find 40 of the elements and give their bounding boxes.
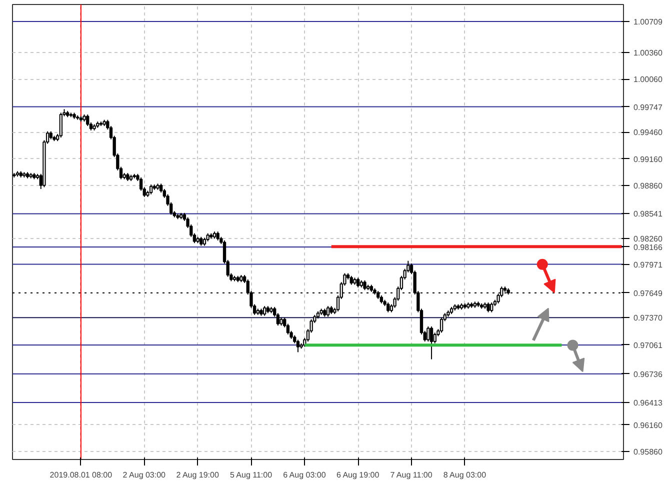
x-tick-label: 2 Aug 03:00 xyxy=(122,470,166,480)
ref-line-label: 0.99747 xyxy=(634,102,663,112)
candlestick xyxy=(326,306,330,318)
candlestick xyxy=(296,339,300,353)
y-tick-label: 0.99460 xyxy=(634,128,663,138)
y-tick-label: 0.99160 xyxy=(634,154,663,164)
x-tick-label: 2019.08.01 08:00 xyxy=(50,470,113,480)
candlestick xyxy=(486,302,490,313)
candlestick xyxy=(86,114,90,127)
ref-line-label: 1.00709 xyxy=(634,17,663,26)
ref-line-label: 0.98166 xyxy=(634,242,663,252)
candlestick xyxy=(363,280,366,291)
ref-line-label: 0.97370 xyxy=(634,314,663,323)
y-tick-label: 0.96160 xyxy=(634,420,663,430)
x-tick-label: 5 Aug 11:00 xyxy=(230,470,273,480)
candlestick xyxy=(426,326,430,342)
y-tick-label: 0.98860 xyxy=(634,181,663,190)
candlestick xyxy=(440,317,444,334)
x-tick-label: 6 Aug 03:00 xyxy=(283,470,326,480)
candlestick xyxy=(430,326,434,360)
ref-line-label: 0.97971 xyxy=(634,260,663,270)
y-tick-label: 1.00360 xyxy=(634,48,663,58)
x-tick-label: 7 Aug 11:00 xyxy=(390,470,433,480)
y-tick-label: 0.95860 xyxy=(634,448,663,457)
ref-line-label: 0.97649 xyxy=(634,288,663,298)
ref-line-label: 0.97061 xyxy=(634,340,663,350)
y-tick-label: 0.98260 xyxy=(634,234,663,244)
ref-line-label: 0.98541 xyxy=(634,210,663,219)
candlestick xyxy=(386,302,390,313)
ref-line-label: 0.96413 xyxy=(634,398,663,408)
candlestick xyxy=(262,306,266,316)
y-tick-label: 1.00060 xyxy=(634,75,663,84)
candlestick xyxy=(490,302,494,313)
x-tick-label: 2 Aug 19:00 xyxy=(176,470,220,480)
ref-line-label: 0.96736 xyxy=(634,370,663,379)
x-tick-label: 6 Aug 19:00 xyxy=(336,470,380,480)
candlestick xyxy=(149,184,153,195)
x-tick-label: 8 Aug 03:00 xyxy=(443,470,487,480)
candlestick xyxy=(356,277,360,288)
candlestick xyxy=(59,112,62,138)
